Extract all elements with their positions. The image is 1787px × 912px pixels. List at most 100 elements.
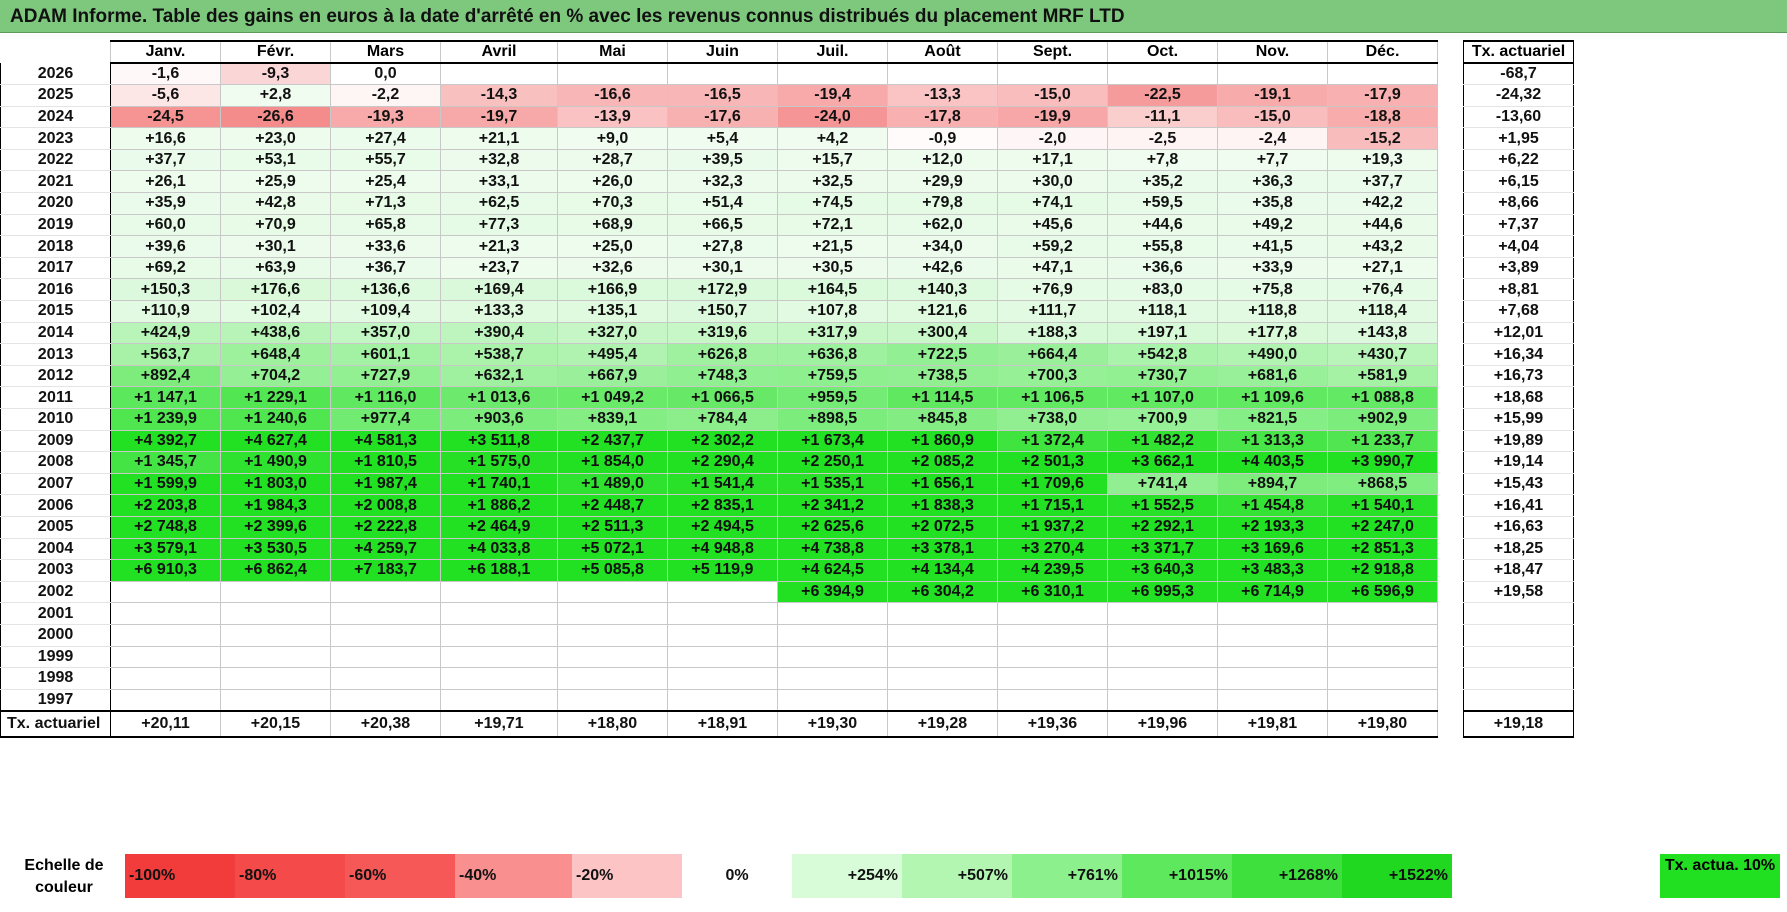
gain-cell: +69,2 xyxy=(110,256,221,280)
gain-cell: +1 049,2 xyxy=(557,386,668,409)
table-row: 2010 +1 239,9 +1 240,6 +977,4 +903,6 +839,1 +7… xyxy=(0,408,1574,431)
table-row: 2017 +69,2 +63,9 +36,7 +23,7 +32,6 +30,1 +30,5 +… xyxy=(0,256,1574,280)
year-label: 2011 xyxy=(0,386,111,409)
table-row: 2015 +110,9 +102,4 +109,4 +133,3 +135,1 +150,7… xyxy=(0,300,1574,323)
gain-cell: +68,9 xyxy=(557,213,668,237)
gain-cell: +3 378,1 xyxy=(887,537,998,561)
gain-cell: +5 085,8 xyxy=(557,559,668,582)
gain-cell: +37,7 xyxy=(1327,170,1438,194)
summary-cell: +19,80 xyxy=(1327,709,1438,738)
year-label: 2006 xyxy=(0,494,111,517)
ta-cell xyxy=(1463,646,1574,669)
year-label: 2019 xyxy=(0,214,111,237)
gain-cell: +35,8 xyxy=(1217,192,1328,215)
gain-cell: +6 304,2 xyxy=(887,580,998,604)
gain-cell xyxy=(887,688,998,712)
table-row: 2020 +35,9 +42,8 +71,3 +62,5 +70,3 +51,4 +74,5 +… xyxy=(0,192,1574,215)
gain-cell xyxy=(440,667,558,690)
scale-swatch: 0% xyxy=(682,854,792,898)
month-header: Févr. xyxy=(220,40,331,64)
gain-cell: +1 107,0 xyxy=(1107,386,1218,409)
gain-cell: +59,5 xyxy=(1107,192,1218,215)
gain-cell: +3 579,1 xyxy=(110,537,221,561)
gain-cell: +1 345,7 xyxy=(110,451,221,474)
column-gap xyxy=(1438,128,1464,150)
gain-cell: +176,6 xyxy=(220,278,331,302)
gain-cell: -17,9 xyxy=(1327,84,1438,107)
gain-cell xyxy=(1107,623,1218,647)
gain-cell: +2 494,5 xyxy=(667,515,778,539)
year-label: 2021 xyxy=(0,170,111,194)
gain-cell xyxy=(220,688,331,712)
month-header: Oct. xyxy=(1107,40,1218,64)
gain-cell: +34,0 xyxy=(887,235,998,258)
month-header: Nov. xyxy=(1217,40,1328,64)
gain-cell: +150,7 xyxy=(667,300,778,323)
gain-cell: +581,9 xyxy=(1327,364,1438,388)
gain-cell: +6 910,3 xyxy=(110,559,221,582)
table-row: 2016 +150,3 +176,6 +136,6 +169,4 +166,9 +172,9… xyxy=(0,278,1574,302)
gain-cell: +3 483,3 xyxy=(1217,559,1328,582)
gain-cell: +1 838,3 xyxy=(887,494,998,517)
gain-cell: +6 394,9 xyxy=(777,580,888,604)
gain-cell: +1 552,5 xyxy=(1107,494,1218,517)
gain-cell: +3 169,6 xyxy=(1217,537,1328,561)
gain-cell: +27,4 xyxy=(330,127,441,150)
gain-cell xyxy=(220,602,331,625)
column-gap xyxy=(1438,668,1464,690)
gain-cell: +1 109,6 xyxy=(1217,386,1328,409)
gain-cell: +7 183,7 xyxy=(330,559,441,582)
gain-cell: +60,0 xyxy=(110,213,221,237)
gain-cell: +102,4 xyxy=(220,300,331,323)
gain-cell: +21,3 xyxy=(440,235,558,258)
color-scale-label: Echelle de couleur xyxy=(24,857,104,896)
gain-cell: +47,1 xyxy=(997,256,1108,280)
gain-cell: +59,2 xyxy=(997,235,1108,258)
month-header: Sept. xyxy=(997,40,1108,64)
gain-cell: -16,5 xyxy=(667,84,778,107)
column-gap xyxy=(1438,279,1464,301)
gain-cell: +1 147,1 xyxy=(110,386,221,409)
header-row: Janv. Févr. Mars Avril Mai Juin Juil. Août Sept.… xyxy=(1,40,1574,64)
gain-cell: +107,8 xyxy=(777,300,888,323)
gain-cell: +2 918,8 xyxy=(1327,559,1438,582)
year-label: 1997 xyxy=(0,689,111,712)
gain-cell xyxy=(997,623,1108,647)
gain-cell: +109,4 xyxy=(330,300,441,323)
gain-cell: +1 541,4 xyxy=(667,472,778,496)
gain-cell: +730,7 xyxy=(1107,364,1218,388)
gain-cell: -2,2 xyxy=(330,84,441,107)
gain-cell xyxy=(997,62,1108,86)
gain-cell: +563,7 xyxy=(110,343,221,366)
gain-cell: +44,6 xyxy=(1327,213,1438,237)
gain-cell: -9,3 xyxy=(220,62,331,86)
gain-cell: -16,6 xyxy=(557,84,668,107)
gain-cell: +32,5 xyxy=(777,170,888,194)
month-header: Déc. xyxy=(1327,40,1438,64)
gain-cell: +3 530,5 xyxy=(220,537,331,561)
gain-cell xyxy=(667,623,778,647)
gain-cell: +29,9 xyxy=(887,170,998,194)
gain-cell: +2 501,3 xyxy=(997,451,1108,474)
column-gap xyxy=(1438,344,1464,366)
column-gap xyxy=(1438,516,1464,538)
gain-cell xyxy=(440,580,558,604)
gain-cell: +1 854,0 xyxy=(557,451,668,474)
gain-cell: +4 627,4 xyxy=(220,429,331,453)
gain-cell xyxy=(667,688,778,712)
gain-cell: +33,6 xyxy=(330,235,441,258)
month-header: Juin xyxy=(667,40,778,64)
gain-cell: +1 372,4 xyxy=(997,429,1108,453)
gain-cell: +35,2 xyxy=(1107,170,1218,194)
gain-cell xyxy=(1107,688,1218,712)
gain-cell xyxy=(557,645,668,669)
column-gap xyxy=(1438,538,1464,560)
gain-cell: +188,3 xyxy=(997,321,1108,345)
gain-cell: +1 599,9 xyxy=(110,472,221,496)
table-row: 2024 -24,5 -26,6 -19,3 -19,7 -13,9 -17,6 -24,0-… xyxy=(0,105,1574,129)
gain-cell: +3 371,7 xyxy=(1107,537,1218,561)
ta-cell: +15,99 xyxy=(1463,408,1574,431)
gain-cell xyxy=(777,688,888,712)
gain-cell xyxy=(667,580,778,604)
gain-cell: +903,6 xyxy=(440,408,558,431)
